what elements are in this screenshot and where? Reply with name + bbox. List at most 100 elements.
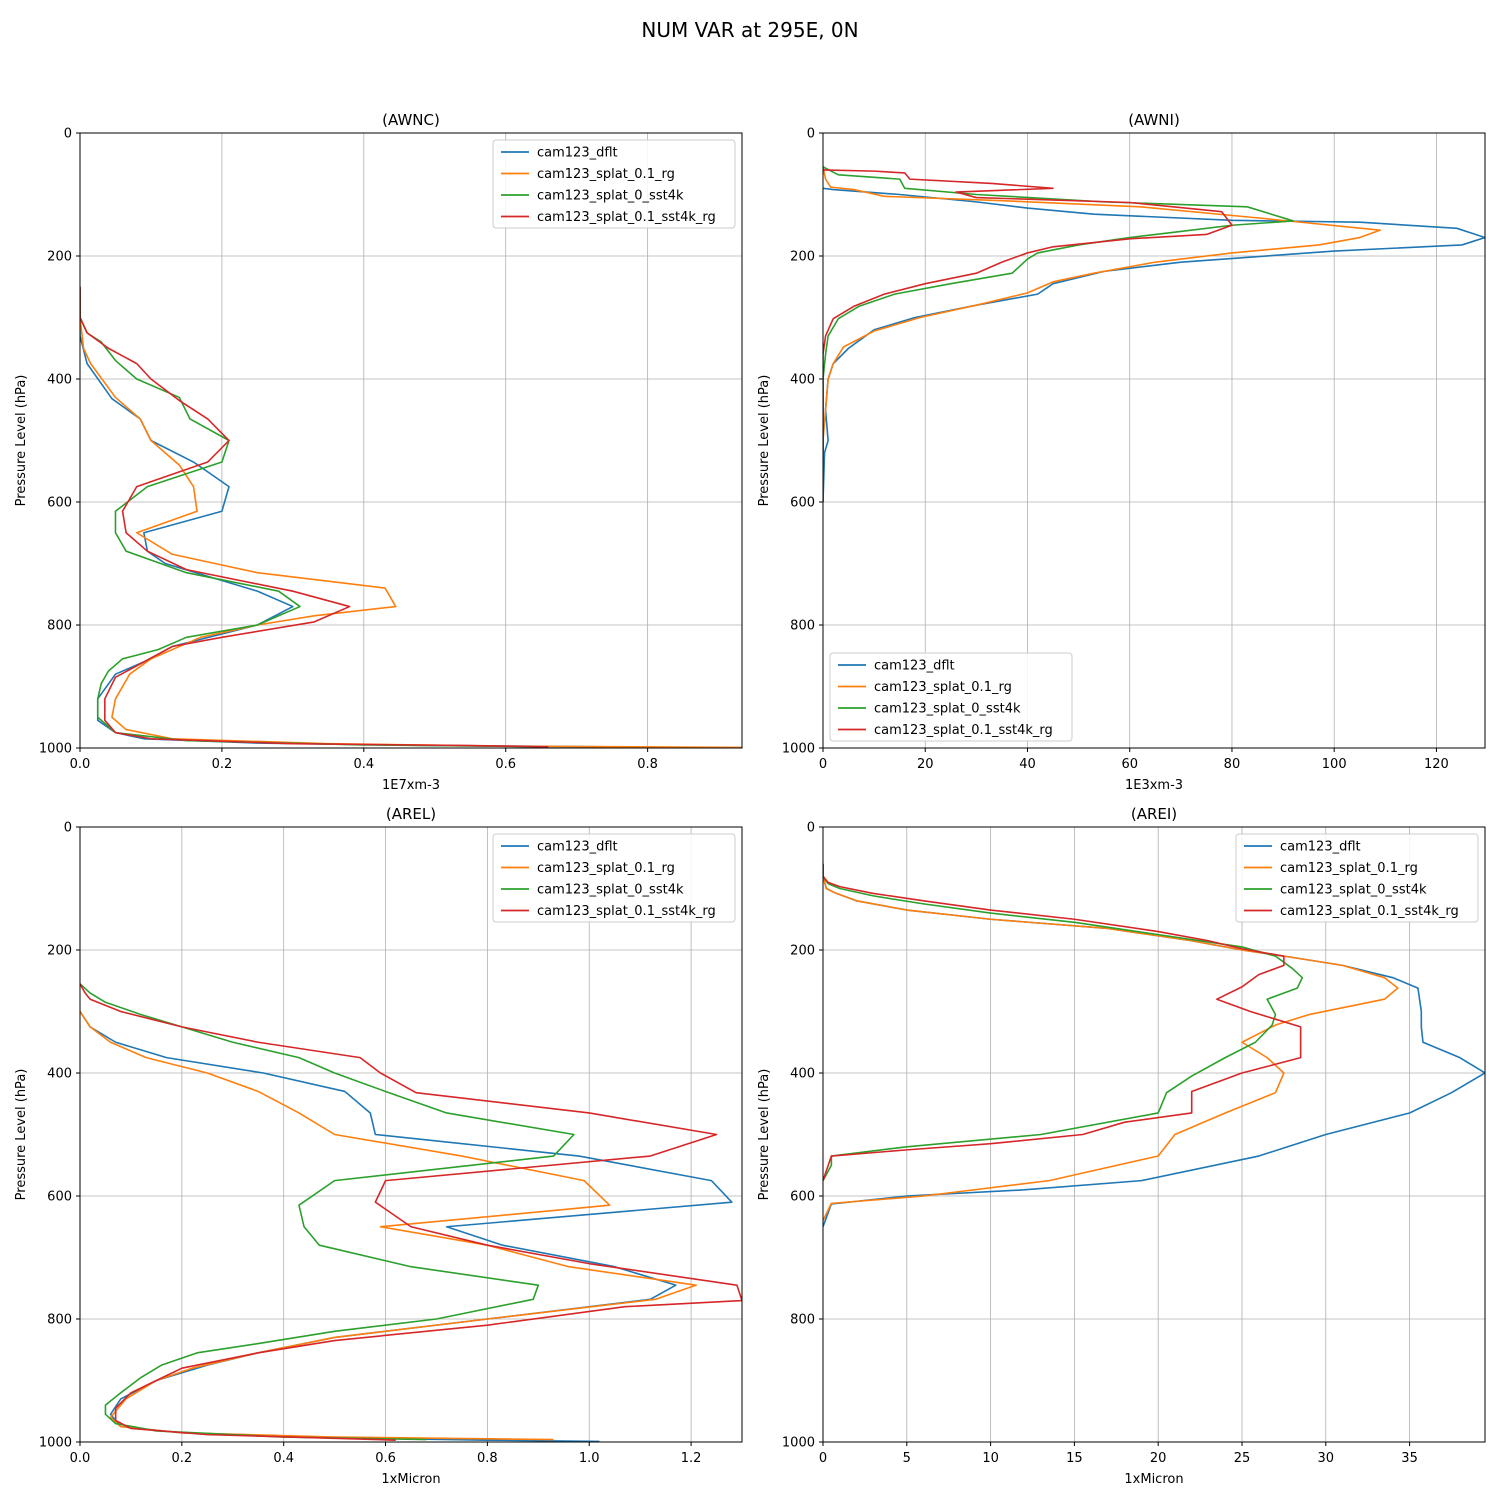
legend-label: cam123_dflt [1280, 840, 1361, 855]
y-tick-label: 0 [64, 127, 72, 142]
series-group [823, 863, 1485, 1228]
x-tick-label: 120 [1424, 757, 1449, 772]
x-tick-label: 60 [1121, 757, 1138, 772]
plot-frame [79, 826, 743, 1443]
x-tick-label: 0.4 [353, 757, 374, 772]
legend-label: cam123_dflt [537, 840, 618, 855]
x-tick-label: 0.2 [212, 757, 233, 772]
series-group [80, 286, 742, 748]
legend: cam123_dflt cam123_splat_0.1_rg cam123_spl… [1235, 833, 1479, 923]
y-tick-label: 600 [790, 496, 815, 511]
x-tick-label: 80 [1224, 757, 1241, 772]
y-tick-label: 800 [47, 1313, 72, 1328]
y-tick-label: 400 [47, 1067, 72, 1082]
y-axis-label: Pressure Level (hPa) [14, 375, 29, 507]
y-tick-label: 800 [790, 1313, 815, 1328]
y-tick-label: 800 [790, 619, 815, 634]
x-tick-label: 30 [1318, 1451, 1335, 1466]
x-tick-label: 15 [1066, 1451, 1083, 1466]
x-tick-label: 20 [917, 757, 934, 772]
panel-title: (AREL) [386, 805, 436, 823]
y-tick-label: 400 [790, 373, 815, 388]
series-line-cam123_dflt [80, 1011, 733, 1442]
y-tick-label: 1000 [782, 1436, 815, 1451]
y-tick-label: 0 [807, 127, 815, 142]
series-line-cam123_splat_0.1_sst4k_rg [823, 169, 1233, 502]
x-tick-label: 0.0 [70, 757, 91, 772]
x-tick-label: 1.0 [579, 1451, 600, 1466]
y-tick-label: 1000 [782, 742, 815, 757]
x-tick-label: 0 [819, 757, 827, 772]
x-tick-label: 0.2 [172, 1451, 193, 1466]
x-tick-label: 40 [1019, 757, 1036, 772]
series-line-cam123_splat_0.1_sst4k_rg [823, 863, 1302, 1181]
y-tick-label: 400 [790, 1067, 815, 1082]
series-group [823, 166, 1485, 503]
legend-label: cam123_splat_0_sst4k [537, 883, 684, 898]
legend: cam123_dflt cam123_splat_0.1_rg cam123_spl… [492, 833, 736, 923]
legend-box [829, 652, 1073, 742]
y-tick-label: 1000 [39, 742, 72, 757]
y-tick-label: 800 [47, 619, 72, 634]
y-tick-label: 0 [807, 821, 815, 836]
legend-label: cam123_splat_0_sst4k [874, 702, 1021, 717]
y-tick-label: 200 [790, 250, 815, 265]
y-axis-label: Pressure Level (hPa) [757, 375, 772, 507]
x-tick-label: 0 [819, 1451, 827, 1466]
x-tick-label: 10 [982, 1451, 999, 1466]
series-line-cam123_splat_0.1_rg [80, 1011, 697, 1441]
legend-label: cam123_splat_0.1_sst4k_rg [537, 904, 716, 919]
legend-label: cam123_dflt [874, 659, 955, 674]
legend-label: cam123_splat_0.1_sst4k_rg [1280, 904, 1459, 919]
series-line-cam123_splat_0.1_rg [823, 863, 1399, 1221]
y-tick-label: 400 [47, 373, 72, 388]
x-tick-label: 100 [1322, 757, 1347, 772]
x-axis-label: 1E7xm-3 [382, 778, 440, 793]
x-tick-label: 0.6 [495, 757, 516, 772]
legend-label: cam123_splat_0.1_sst4k_rg [537, 210, 716, 225]
x-tick-label: 0.0 [70, 1451, 91, 1466]
x-tick-label: 20 [1150, 1451, 1167, 1466]
series-line-cam123_dflt [80, 286, 609, 748]
legend-label: cam123_dflt [537, 146, 618, 161]
x-tick-label: 0.8 [637, 757, 658, 772]
legend-label: cam123_splat_0_sst4k [537, 189, 684, 204]
y-tick-label: 600 [47, 1190, 72, 1205]
legend-label: cam123_splat_0.1_rg [537, 861, 675, 876]
legend-box [492, 139, 736, 229]
figure-title: NUM VAR at 295E, 0N [641, 18, 858, 42]
series-line-cam123_splat_0.1_sst4k_rg [80, 983, 742, 1441]
y-tick-label: 200 [47, 944, 72, 959]
x-tick-label: 1.2 [681, 1451, 702, 1466]
x-tick-label: 0.6 [375, 1451, 396, 1466]
legend-label: cam123_splat_0.1_rg [1280, 861, 1418, 876]
plot-frame [79, 132, 743, 749]
panel-3: 0.0 0.2 0.4 0.6 0.8 1.0 1.2 0 200 400 600 800 1000 (A… [14, 805, 743, 1487]
series-line-cam123_splat_0_sst4k [823, 166, 1295, 502]
plot-frame [822, 132, 1486, 749]
series-line-cam123_splat_0.1_rg [823, 166, 1381, 502]
y-tick-label: 1000 [39, 1436, 72, 1451]
series-line-cam123_splat_0_sst4k [823, 863, 1304, 1182]
series-line-cam123_splat_0_sst4k [80, 289, 549, 748]
series-line-cam123_splat_0.1_sst4k_rg [80, 286, 549, 748]
panel-title: (AREI) [1131, 805, 1177, 823]
panel-title: (AWNI) [1128, 111, 1180, 129]
panel-4: 0 5 10 15 20 25 30 35 0 200 400 600 800 1000 (AREI) 1xM… [757, 805, 1486, 1487]
legend-label: cam123_splat_0.1_rg [874, 680, 1012, 695]
x-tick-label: 25 [1234, 1451, 1251, 1466]
legend: cam123_dflt cam123_splat_0.1_rg cam123_spl… [829, 652, 1073, 742]
y-tick-label: 200 [790, 944, 815, 959]
panel-2: 0 20 40 60 80 100 120 0 200 400 600 800 1000 (AWNI) 1E… [757, 111, 1486, 793]
panel-title: (AWNC) [382, 111, 440, 129]
y-tick-label: 200 [47, 250, 72, 265]
x-tick-label: 0.8 [477, 1451, 498, 1466]
y-tick-label: 600 [47, 496, 72, 511]
panel-1: 0.0 0.2 0.4 0.6 0.8 0 200 400 600 800 1000 (AWNC) 1E… [14, 111, 743, 793]
x-tick-label: 5 [903, 1451, 911, 1466]
y-axis-label: Pressure Level (hPa) [14, 1069, 29, 1201]
x-tick-label: 35 [1401, 1451, 1418, 1466]
x-axis-label: 1xMicron [1124, 1472, 1183, 1487]
legend-label: cam123_splat_0.1_sst4k_rg [874, 723, 1053, 738]
